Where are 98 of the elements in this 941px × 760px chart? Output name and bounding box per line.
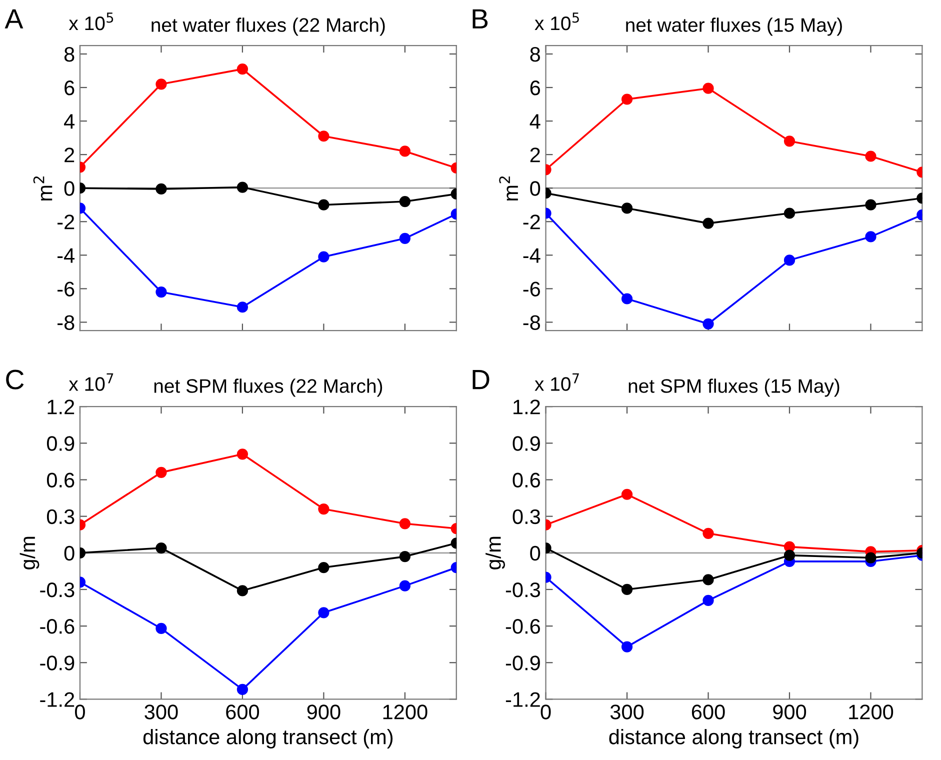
y-tick-label: -0.6 (506, 619, 540, 634)
text: x 10$^{5}$ (68, 12, 114, 30)
y-tick-label: -0.3 (40, 582, 74, 598)
y-tick-label: -1.2 (40, 692, 74, 707)
text: B (472, 9, 488, 28)
y-tick-label: 0.3 (512, 509, 540, 524)
point (156, 466, 167, 478)
y-tick-label: 4 (530, 114, 540, 129)
y-tick-label: -6 (58, 282, 74, 296)
y-tick-label: 0 (530, 546, 540, 561)
point (702, 574, 714, 586)
point (156, 78, 167, 90)
y-tick-label: -8 (523, 315, 540, 330)
point (156, 542, 167, 554)
point (236, 448, 248, 460)
y-tick-label: 0.6 (512, 472, 540, 488)
y-tick-label: -2 (58, 214, 74, 230)
point (784, 208, 796, 219)
y-tick-label: 1.2 (48, 400, 74, 414)
chart-title: net water fluxes (15 May) (626, 18, 842, 36)
y-axis-title: g/m (486, 536, 506, 570)
text: x 10$^{5}$ (534, 12, 579, 30)
point (236, 302, 248, 313)
point (621, 488, 633, 500)
y-tick-label: 1.2 (514, 400, 540, 414)
chart-title: net water fluxes (22 March) (152, 18, 385, 36)
y-tick-label: -0.9 (506, 656, 540, 670)
y-tick-label: 0.6 (46, 472, 74, 488)
y-tick-label: 6 (530, 80, 540, 96)
point (702, 594, 714, 606)
point (784, 136, 796, 147)
x-tick-label: 1200 (383, 704, 428, 720)
y-axis-title: m$^{2}$ (499, 176, 518, 200)
y-tick-label: -2 (523, 214, 540, 230)
y-tick-label: -8 (58, 315, 74, 330)
point (702, 218, 714, 229)
point (236, 684, 248, 696)
y-tick-label: -0.9 (40, 656, 74, 670)
y-tick-label: 0 (64, 181, 74, 196)
x-tick-label: 1200 (849, 704, 894, 720)
text: C (6, 370, 24, 390)
x-axis-title: distance along transect (m) (609, 729, 858, 748)
x-axis-title: distance along transect (m) (143, 729, 393, 748)
y-tick-label: 8 (530, 46, 540, 62)
point (236, 585, 248, 596)
y-tick-label: -0.6 (40, 619, 74, 634)
point (318, 607, 330, 618)
y-tick-label: 0.3 (46, 509, 74, 524)
y-axis-title: g/m (20, 536, 40, 570)
y-axis-title: m$^{2}$ (33, 176, 52, 200)
y-tick-label: -6 (523, 282, 540, 296)
point (156, 183, 167, 194)
point (702, 82, 714, 94)
point (156, 622, 167, 634)
x-tick-label: 300 (610, 704, 644, 720)
point (318, 562, 330, 574)
point (318, 503, 330, 515)
y-tick-label: 0 (530, 181, 540, 196)
point (621, 584, 633, 596)
point (784, 254, 796, 266)
point (236, 64, 248, 75)
text: A (4, 9, 24, 28)
point (318, 199, 330, 210)
point (621, 293, 633, 304)
x-tick-label: 600 (692, 704, 725, 720)
point (318, 130, 330, 142)
y-tick-label: 0 (64, 546, 74, 561)
point (621, 94, 633, 105)
point (236, 182, 248, 193)
chart-title: net SPM fluxes (15 May) (628, 378, 840, 397)
text: x 10$^{7}$ (534, 373, 579, 391)
x-tick-label: 0 (75, 704, 85, 720)
y-tick-label: 8 (64, 46, 74, 62)
point (621, 202, 633, 214)
point (702, 528, 714, 539)
x-tick-label: 0 (540, 704, 551, 720)
y-tick-label: 2 (64, 148, 74, 162)
point (784, 550, 796, 561)
point (318, 251, 330, 262)
y-tick-label: 0.9 (46, 436, 74, 451)
point (156, 286, 167, 298)
y-tick-label: 0.9 (512, 436, 540, 451)
chart-title: net SPM fluxes (22 March) (154, 378, 382, 397)
y-tick-label: 6 (64, 80, 74, 96)
y-tick-label: -1.2 (506, 692, 540, 707)
y-tick-label: -4 (523, 248, 540, 263)
text: D (472, 370, 490, 390)
y-tick-label: 4 (64, 114, 75, 129)
point (621, 641, 633, 652)
x-tick-label: 900 (773, 704, 806, 720)
text: x 10$^{7}$ (68, 373, 114, 391)
point (702, 318, 714, 330)
x-tick-label: 300 (144, 704, 178, 720)
y-tick-label: -4 (58, 248, 75, 263)
x-tick-label: 600 (226, 704, 260, 720)
y-tick-label: 2 (530, 148, 540, 162)
y-tick-label: -0.3 (506, 582, 540, 598)
x-tick-label: 900 (307, 704, 340, 720)
